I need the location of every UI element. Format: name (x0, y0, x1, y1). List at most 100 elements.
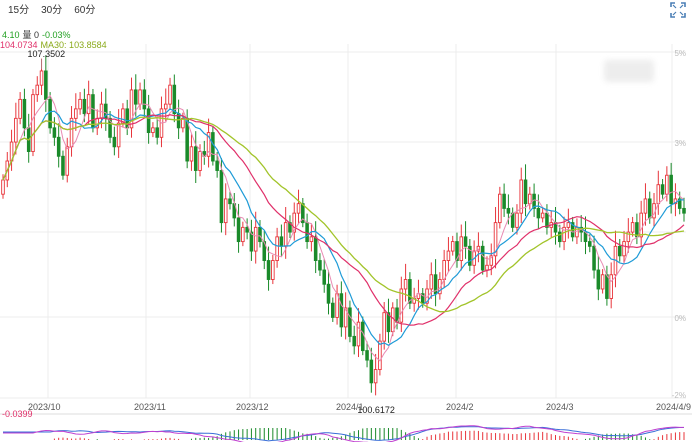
candle-body (498, 193, 502, 224)
candle-body (660, 184, 665, 195)
candle-body (142, 89, 147, 110)
candle-body (468, 245, 472, 266)
candle-body (163, 103, 168, 110)
candle-body (236, 217, 241, 243)
candle-body (609, 274, 613, 299)
x-tick-label: 2023/10 (28, 402, 61, 412)
candle-body (198, 151, 202, 171)
candle-body (382, 312, 386, 342)
candle-body (155, 127, 159, 138)
candle-body (133, 89, 138, 105)
candle-body (116, 122, 121, 148)
candle-body (215, 160, 219, 171)
ma20-line (2, 114, 685, 326)
candle-body (369, 359, 374, 384)
candle-body (292, 212, 297, 233)
y-tick-label: 5% (674, 49, 686, 58)
candle-body (493, 222, 498, 257)
candle-body (112, 136, 117, 148)
candle-body (31, 94, 35, 152)
candle-body (545, 212, 549, 228)
blurred-watermark (604, 60, 654, 82)
candle-body (65, 146, 70, 176)
x-tick-label: 2023/12 (236, 402, 269, 412)
candle-body (360, 321, 365, 352)
candle-body (605, 274, 609, 299)
candle-body (489, 255, 494, 266)
legend-ma-short: 104.0734 (0, 40, 38, 50)
legend-volume: 量 0 (22, 30, 40, 40)
candle-body (82, 98, 87, 115)
candle-body (592, 245, 596, 271)
candle-body (643, 198, 648, 214)
candle-body (258, 226, 262, 243)
candle-body (600, 274, 605, 290)
candle-body (502, 193, 506, 209)
candle-body (35, 84, 40, 96)
candle-body (172, 84, 177, 115)
toolbar: 15分 30分 60分 (0, 0, 692, 22)
candle-body (253, 226, 258, 252)
candle-body (241, 226, 245, 243)
candle-body (622, 241, 626, 257)
candle-body (352, 335, 356, 347)
high-label: 107.3502 (28, 49, 66, 59)
candle-body (617, 245, 622, 257)
candle-body (266, 260, 271, 280)
candle-body (61, 155, 65, 176)
candle-body (283, 222, 288, 247)
candle-body (313, 236, 318, 261)
tab-60min[interactable]: 60分 (74, 5, 96, 16)
candle-body (228, 198, 232, 205)
candle-body (146, 108, 151, 134)
candle-body (510, 212, 515, 228)
candle-body (630, 222, 635, 233)
candle-body (433, 274, 438, 295)
candle-body (463, 236, 468, 247)
candle-body (442, 260, 446, 280)
candle-body (206, 132, 211, 157)
candle-body (365, 350, 369, 361)
candle-body (275, 236, 279, 261)
macd-dea-line (3, 425, 684, 442)
candle-body (536, 207, 541, 219)
candle-body (348, 307, 352, 337)
x-tick-label: 2023/11 (134, 402, 166, 412)
legend-ma30: MA30: 103.8584 (40, 40, 107, 50)
candle-body (626, 231, 631, 243)
low-label: 100.6172 (357, 405, 395, 415)
candle-body (459, 236, 464, 261)
candle-body (386, 312, 391, 333)
candle-body (566, 222, 571, 228)
candle-body (121, 108, 125, 124)
candle-body (14, 117, 18, 143)
candle-body (44, 70, 48, 100)
candle-body (420, 293, 425, 304)
legend-change: -0.03% (42, 30, 71, 40)
candle-body (305, 222, 309, 243)
candle-body (416, 293, 421, 299)
candle-body (331, 302, 335, 318)
candle-body (223, 198, 228, 224)
candle-body (446, 250, 451, 261)
candle-body (523, 179, 528, 205)
candle-body (429, 274, 434, 290)
candle-body (596, 269, 601, 290)
legend-line-2: 104.0734 MA30: 103.8584 (0, 40, 110, 50)
candle-body (296, 203, 301, 214)
candle-body (656, 184, 661, 205)
candle-body (339, 293, 344, 328)
candle-body (519, 179, 524, 214)
y-tick-label: 3% (674, 139, 686, 148)
fullscreen-icon[interactable] (670, 2, 686, 18)
candle-body (399, 288, 404, 323)
candle-body (48, 98, 52, 129)
candle-body (189, 146, 194, 162)
tab-15min[interactable]: 15分 (8, 5, 30, 16)
candle-body (181, 117, 185, 129)
macd-dif-line (3, 426, 684, 442)
tab-30min[interactable]: 30分 (41, 5, 63, 16)
candle-body (343, 307, 348, 328)
candle-body (168, 84, 172, 105)
